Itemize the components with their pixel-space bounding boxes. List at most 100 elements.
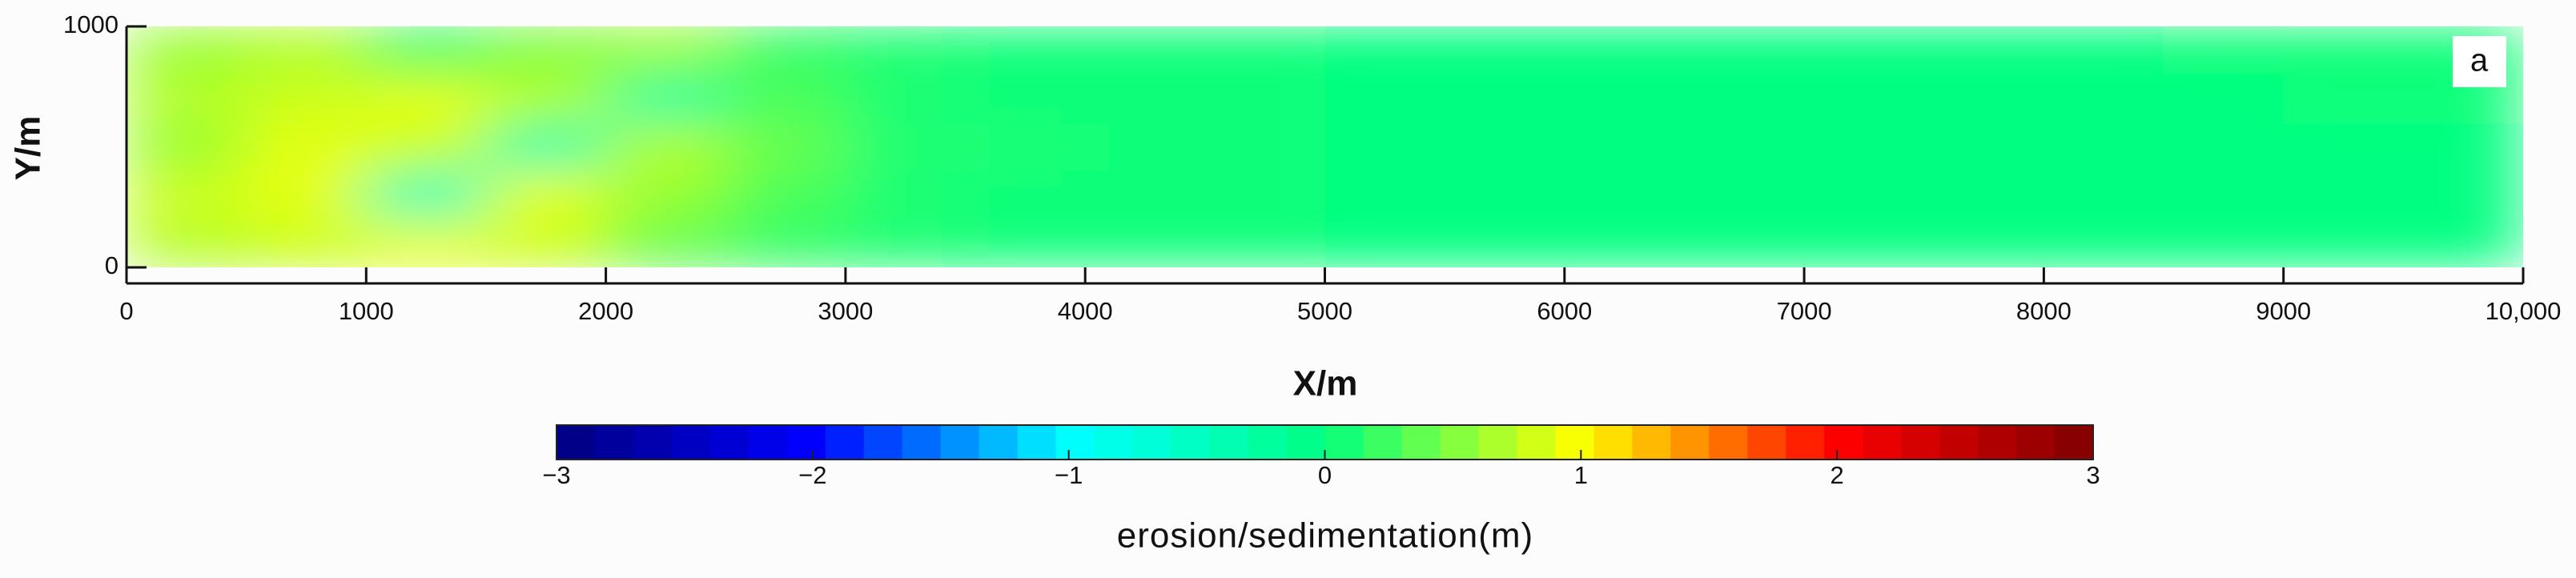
heatmap-cell [1564, 171, 1685, 220]
heatmap-cell [1324, 26, 1445, 75]
heatmap-cell [1684, 171, 1805, 220]
heatmap-cell [845, 171, 967, 220]
heatmap-cell [2403, 219, 2523, 267]
heatmap-cell [2164, 122, 2285, 172]
heatmap-cell [2283, 171, 2404, 220]
heatmap-cell [2403, 122, 2523, 172]
colorbar-step [1709, 425, 1748, 460]
heatmap-cell [485, 171, 607, 220]
heatmap-cell [485, 74, 607, 123]
x-tick-label: 0 [119, 297, 133, 325]
heatmap-cell [2044, 26, 2164, 75]
colorbar-step [1863, 425, 1902, 460]
heatmap-cell [965, 26, 1086, 75]
heatmap-cell [246, 171, 367, 220]
heatmap-cell [2044, 171, 2164, 220]
heatmap-cell [605, 74, 726, 123]
heatmap-cell [2283, 122, 2404, 172]
colorbar-step [2016, 425, 2056, 460]
x-tick-label: 7000 [1777, 297, 1832, 325]
x-tick-label: 4000 [1058, 297, 1113, 325]
colorbar-tick-label: 3 [2086, 461, 2100, 489]
colorbar-step [1324, 425, 1364, 460]
colorbar-tick-label: 2 [1831, 461, 1844, 489]
y-tick-label: 0 [105, 251, 119, 279]
heatmap-cell [2044, 74, 2164, 123]
heatmap-cell [127, 219, 247, 267]
x-tick-label: 10,000 [2486, 297, 2562, 325]
y-axis-title: Y/m [9, 116, 48, 181]
heatmap-cell [845, 74, 967, 123]
colorbar-step [671, 425, 711, 460]
colorbar-tick-label: −2 [798, 461, 826, 489]
colorbar-tick-label: −3 [542, 461, 570, 489]
heatmap-cell [1445, 219, 1565, 267]
heatmap-cell [2164, 26, 2285, 75]
heatmap-cell [965, 122, 1086, 172]
colorbar-step [1171, 425, 1211, 460]
colorbar-step [1440, 425, 1479, 460]
colorbar-step [1824, 425, 1863, 460]
heatmap-cell [2283, 26, 2404, 75]
annotation: a [2470, 43, 2489, 78]
heatmap-cell [1564, 26, 1685, 75]
heatmap-cell [485, 219, 607, 267]
heatmap-cell [1085, 171, 1206, 220]
heatmap-cell [1804, 122, 1925, 172]
heatmap-cell [1085, 26, 1206, 75]
heatmap-cell [2283, 219, 2404, 267]
heatmap-cell [1923, 171, 2044, 220]
heatmap-cell [246, 122, 367, 172]
x-tick-label: 2000 [578, 297, 633, 325]
heatmap-cell [965, 219, 1086, 267]
colorbar-step [748, 425, 788, 460]
colorbar-step [1670, 425, 1710, 460]
heatmap-cell [1804, 219, 1925, 267]
colorbar-step [940, 425, 980, 460]
heatmap-cell [2403, 171, 2523, 220]
x-tick-label: 9000 [2256, 297, 2311, 325]
colorbar-step [1939, 425, 1979, 460]
x-tick-label: 3000 [818, 297, 873, 325]
colorbar-title: erosion/sedimentation(m) [1117, 516, 1533, 556]
heatmap-cell [605, 171, 726, 220]
colorbar-step [557, 425, 596, 460]
heatmap-cell [485, 122, 607, 172]
colorbar-step [863, 425, 903, 460]
heatmap [127, 26, 2523, 267]
colorbar-step [1555, 425, 1594, 460]
heatmap-cell [2164, 74, 2285, 123]
heatmap-cell [246, 26, 367, 75]
heatmap-cell [127, 74, 247, 123]
heatmap-cell [1684, 26, 1805, 75]
heatmap-cell [605, 219, 726, 267]
colorbar-step [1094, 425, 1134, 460]
heatmap-cell [2164, 171, 2285, 220]
colorbar-step [1517, 425, 1556, 460]
colorbar-step [1478, 425, 1517, 460]
colorbar-step [902, 425, 942, 460]
x-tick-label: 5000 [1297, 297, 1352, 325]
colorbar-step [1017, 425, 1057, 460]
heatmap-cell [1204, 219, 1325, 267]
heatmap-cells [127, 26, 2523, 267]
heatmap-cell [366, 219, 487, 267]
heatmap-cell [605, 122, 726, 172]
colorbar-step [1248, 425, 1288, 460]
colorbar-step [979, 425, 1019, 460]
annotation-box [2453, 36, 2506, 87]
heatmap-cell [127, 171, 247, 220]
heatmap-cell [1445, 74, 1565, 123]
colorbar-step [1786, 425, 1825, 460]
heatmap-cell [725, 74, 846, 123]
x-tick-label: 8000 [2016, 297, 2072, 325]
heatmap-cell [1923, 219, 2044, 267]
heatmap-cell [1804, 171, 1925, 220]
colorbar-tick-label: 1 [1574, 461, 1588, 489]
heatmap-cell [366, 26, 487, 75]
heatmap-cell [366, 122, 487, 172]
heatmap-cell [1445, 171, 1565, 220]
heatmap-cell [1324, 122, 1445, 172]
heatmap-cell [1085, 74, 1206, 123]
